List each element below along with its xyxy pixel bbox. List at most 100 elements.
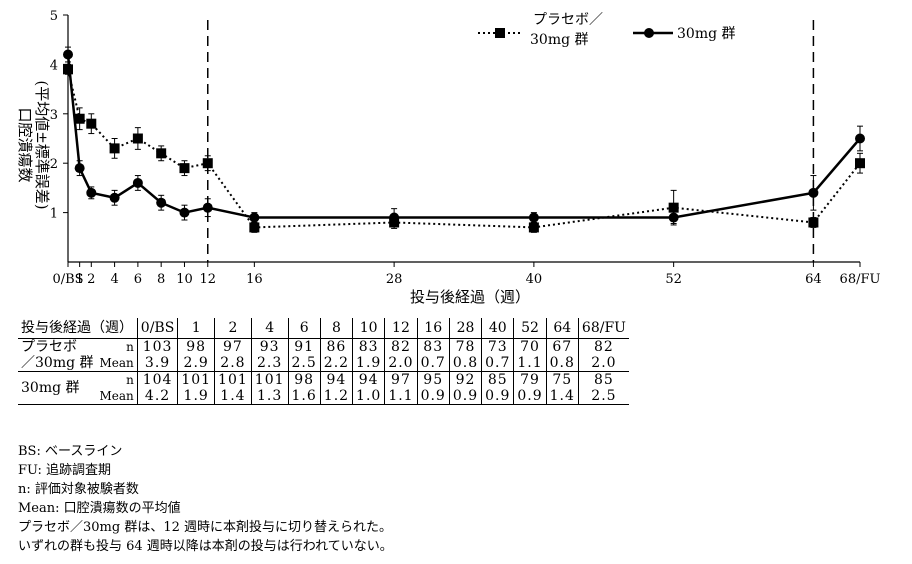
data-point [528,222,539,233]
table-header-cell: 16 [416,318,450,339]
table-cell-n: 95 [416,371,450,388]
footnote: FU: 追跡調査期 [18,463,112,478]
data-point [63,49,73,60]
chart-series [63,46,865,233]
table-row: Mean 4.2 1.9 1.4 1.3 1.6 1.2 1.0 1.1 0.9 0.9 0.9 0.9… [18,388,629,405]
table-row: Mean 3.9 2.9 2.8 2.3 2.5 2.2 1.9 2.0 0.7 0.8 0.7 1.1… [18,355,629,372]
y-tick-label: 4 [50,58,58,73]
row-label-mean: Mean [96,388,138,405]
table-cell-mean: 2.0 [384,355,418,372]
data-point [74,163,85,174]
data-point [668,212,679,223]
data-point [63,64,73,75]
legend-placebo-label-line1: プラセボ／ [533,12,603,28]
table-header-cell: 6 [287,318,321,339]
y-tick-label: 3 [50,108,58,123]
data-point [855,158,865,169]
y-axis-title-line2: (平均値±標準誤差) [33,80,51,209]
x-tick-label: 40 [526,272,543,287]
footnote: Mean: 口腔潰瘍数の平均値 [18,501,181,516]
data-table: 投与後経過（週） 0/BS 1 2 4 6 8 10 12 16 28 40 52 64 68/FU プラ… [18,318,629,405]
data-point [132,133,143,144]
legend: プラセボ／ 30mg 群 30mg 群 [478,12,736,48]
table-cell-mean: 4.2 [136,388,178,405]
x-tick-label: 2 [87,272,95,287]
table-header-cell: 8 [319,318,353,339]
data-point [156,148,167,159]
table-cell-mean: 1.4 [214,388,252,405]
table-cell-n: 82 [384,338,418,355]
x-tick-label: 10 [176,272,193,287]
table-header-label: 投与後経過（週） [18,318,138,339]
table-cell-n: 82 [577,338,629,355]
x-tick-label: 16 [246,272,263,287]
data-point [179,163,190,174]
table-cell-mean: 2.9 [177,355,215,372]
table-cell-mean: 1.3 [250,388,289,405]
x-tick-label: 4 [110,272,118,287]
table-header-cell: 1 [177,318,215,339]
data-point [156,197,167,208]
series-line [66,54,861,219]
table-cell-n: 83 [416,338,450,355]
data-point [86,187,97,198]
group-label-line: 30mg 群 [21,380,80,396]
footnote: いずれの群も投与 64 週時以降は本剤の投与は行われていない。 [18,539,393,554]
data-point [202,158,213,169]
data-point [132,177,143,188]
table-cell-n: 94 [319,371,353,388]
y-tick-label: 2 [50,157,58,172]
table-header-cell: 64 [545,318,579,339]
table-cell-n: 70 [513,338,547,355]
table-cell-mean: 1.2 [319,388,353,405]
row-label-n: n [126,340,134,354]
table-cell-mean: 1.6 [287,388,321,405]
row-label-n: n [126,373,134,387]
data-point [202,202,213,213]
data-point [86,118,97,129]
table-cell-n: 93 [250,338,289,355]
x-tick-label: 0/BS [52,272,83,287]
table-cell-mean: 2.2 [319,355,353,372]
data-point [109,143,120,154]
x-tick-label: 1 [76,272,84,287]
x-tick-label: 28 [386,272,403,287]
group-label-line: ／30mg 群 [21,355,94,371]
table-cell-mean: 0.7 [481,355,514,372]
table-cell-mean: 2.3 [250,355,289,372]
data-point [74,113,85,124]
table-cell-n: 98 [177,338,215,355]
data-point [249,212,260,223]
table-header-cell: 0/BS [136,318,178,339]
footnote: BS: ベースライン [18,444,123,459]
data-point [389,212,400,223]
group-label: 30mg 群 [18,371,97,405]
table-cell-n: 83 [352,338,385,355]
table-cell-n: 101 [177,371,215,388]
table-cell-n: 97 [384,371,418,388]
footnote: プラセボ／30mg 群は、12 週時に本剤投与に切り替えられた。 [18,520,392,535]
table-cell-mean: 1.1 [384,388,418,405]
table-header-row: 投与後経過（週） 0/BS 1 2 4 6 8 10 12 16 28 40 52 64 68/FU [18,318,629,339]
table-cell-n: 98 [287,371,321,388]
table-header-cell: 12 [384,318,418,339]
y-tick-label: 1 [50,207,58,222]
table-cell-n: 85 [577,371,629,388]
series-treatment [63,46,865,227]
table-header-cell: 28 [448,318,482,339]
x-tick-label: 8 [157,272,165,287]
table-cell-mean: 1.4 [545,388,579,405]
footnotes: BS: ベースライン FU: 追跡調査期 n: 評価対象被験者数 Mean: 口腔潰瘍… [18,442,393,556]
table-cell-n: 103 [136,338,178,355]
x-tick-label: 12 [199,272,216,287]
table-cell-n: 104 [136,371,178,388]
table-cell-n: 86 [319,338,353,355]
table-cell-n: 94 [352,371,385,388]
table-cell-n: 97 [214,338,252,355]
table-cell-mean: 1.9 [352,355,385,372]
table-cell-mean: 0.7 [416,355,450,372]
table-cell-mean: 0.9 [513,388,547,405]
x-tick-label: 64 [805,272,822,287]
x-tick-label: 6 [134,272,142,287]
